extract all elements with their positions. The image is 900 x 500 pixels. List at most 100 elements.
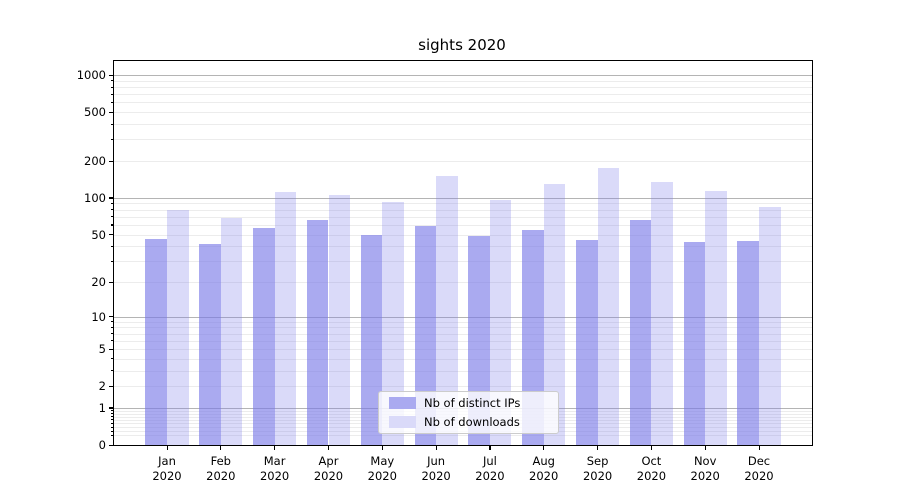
y-minor-tick-mark	[111, 86, 114, 88]
minor-gridline	[114, 246, 812, 248]
bar-downloads-dec	[759, 207, 781, 445]
major-gridline	[114, 316, 812, 318]
y-minor-tick-mark	[111, 410, 114, 412]
x-tick-year: 2020	[367, 468, 397, 483]
minor-gridline	[114, 327, 812, 329]
minor-gridline	[114, 340, 812, 342]
y-minor-tick-mark	[111, 416, 114, 418]
x-tick-mark	[274, 445, 276, 450]
x-tick-year: 2020	[421, 468, 451, 483]
minor-gridline	[114, 386, 812, 388]
bar-distinct-ips-sep	[576, 240, 598, 445]
bar-downloads-nov	[705, 190, 727, 445]
y-axis-tick-label: 100	[84, 190, 106, 205]
x-axis-tick-label: Oct 2020	[623, 454, 679, 483]
minor-gridline	[114, 87, 812, 88]
y-minor-tick-mark	[111, 123, 114, 125]
x-tick-mark	[220, 445, 222, 450]
bar-downloads-apr	[328, 194, 351, 445]
bar-downloads-sep	[597, 167, 620, 445]
x-tick-mark	[704, 445, 706, 450]
minor-gridline	[114, 102, 812, 104]
minor-gridline	[114, 234, 812, 236]
x-tick-month: Aug	[532, 454, 555, 468]
x-axis-tick-label: May 2020	[354, 454, 410, 483]
y-minor-tick-mark	[111, 370, 114, 372]
bar-downloads-mar	[274, 191, 297, 445]
y-minor-tick-mark	[111, 260, 114, 262]
minor-gridline	[114, 209, 812, 211]
y-minor-tick-mark	[111, 333, 114, 335]
x-tick-mark	[166, 445, 168, 450]
y-minor-tick-mark	[111, 101, 114, 104]
y-axis-tick-label: 50	[91, 227, 106, 242]
x-tick-month: Feb	[210, 454, 231, 468]
x-tick-year: 2020	[313, 468, 344, 483]
legend-item-distinct-ips: Nb of distinct IPs	[389, 396, 558, 410]
major-gridline	[114, 75, 812, 76]
legend-swatch-downloads	[389, 416, 416, 428]
x-tick-month: Oct	[641, 454, 662, 468]
x-tick-mark	[435, 445, 437, 450]
y-minor-tick-mark	[111, 430, 114, 432]
y-minor-tick-mark	[111, 321, 114, 323]
x-tick-month: Jan	[158, 454, 176, 468]
y-minor-tick-mark	[111, 202, 114, 205]
x-axis-tick-label: Mar 2020	[247, 454, 303, 483]
bar-distinct-ips-nov	[683, 242, 706, 445]
bar-downloads-feb	[220, 217, 243, 445]
y-axis-tick-label: 500	[84, 105, 106, 120]
x-tick-year: 2020	[206, 468, 236, 483]
minor-gridline	[114, 282, 812, 283]
y-minor-tick-mark	[111, 216, 114, 218]
x-tick-month: Sep	[586, 454, 609, 468]
y-tick-mark	[109, 160, 114, 162]
bar-distinct-ips-oct	[629, 219, 652, 445]
y-minor-tick-mark	[111, 419, 114, 421]
y-minor-tick-mark	[111, 413, 114, 415]
y-minor-tick-mark	[111, 209, 114, 211]
minor-gridline	[114, 358, 812, 360]
minor-gridline	[114, 261, 812, 263]
y-minor-tick-mark	[111, 80, 114, 82]
minor-gridline	[114, 112, 812, 114]
x-tick-mark	[650, 445, 653, 450]
x-tick-mark	[597, 445, 599, 450]
y-tick-mark	[109, 316, 114, 318]
x-tick-year: 2020	[582, 468, 613, 483]
x-axis-tick-label: Apr 2020	[301, 454, 357, 483]
legend-item-downloads: Nb of downloads	[389, 415, 558, 429]
y-minor-tick-mark	[111, 93, 114, 95]
x-axis-tick-label: Jun 2020	[408, 454, 464, 483]
y-axis-tick-label: 2	[98, 379, 106, 394]
y-axis-tick-label: 0	[98, 438, 106, 452]
bar-downloads-may	[382, 201, 404, 445]
legend-label-downloads: Nb of downloads	[424, 415, 520, 429]
y-tick-mark	[109, 281, 114, 283]
x-axis-tick-label: Sep 2020	[570, 454, 626, 483]
bar-downloads-jun	[436, 175, 458, 445]
minor-gridline	[114, 435, 812, 437]
plot-area: 0 1 2 5 10 20 50 100 200 500 1000 Jan 2020 Feb 2020 Mar…	[77, 60, 813, 483]
y-axis-tick-label: 1	[98, 400, 106, 415]
bar-downloads-aug	[543, 184, 566, 445]
bar-distinct-ips-dec	[737, 241, 759, 445]
y-tick-mark	[109, 234, 114, 236]
bar-distinct-ips-may	[360, 234, 383, 445]
legend-label-distinct-ips: Nb of distinct IPs	[424, 396, 521, 410]
minor-gridline	[114, 370, 812, 372]
x-axis-tick-label: Nov 2020	[677, 454, 733, 483]
y-minor-tick-mark	[111, 245, 114, 247]
legend: Nb of distinct IPs Nb of downloads	[378, 391, 559, 434]
x-tick-month: Jun	[427, 454, 446, 468]
minor-gridline	[114, 321, 812, 323]
y-minor-tick-mark	[111, 138, 114, 141]
minor-gridline	[114, 80, 812, 82]
y-tick-mark	[109, 348, 114, 350]
x-axis-tick-label: Jan 2020	[139, 454, 195, 483]
x-tick-year: 2020	[636, 468, 667, 483]
minor-gridline	[114, 139, 812, 141]
y-axis-tick-label: 1000	[76, 68, 106, 82]
x-tick-mark	[758, 445, 760, 450]
